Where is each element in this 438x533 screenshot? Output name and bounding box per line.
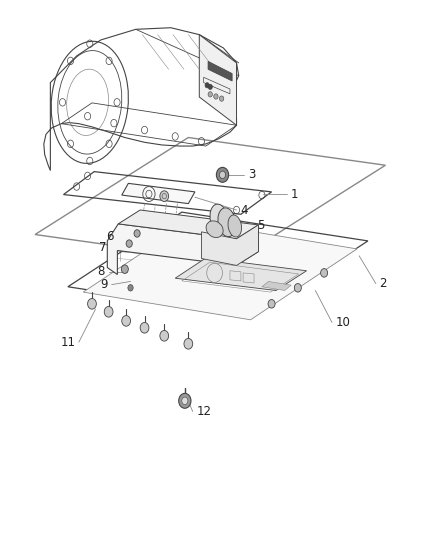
Circle shape	[126, 240, 132, 247]
Circle shape	[179, 393, 191, 408]
Text: 7: 7	[99, 241, 107, 254]
Circle shape	[294, 284, 301, 292]
Text: 8: 8	[98, 265, 105, 278]
Circle shape	[208, 84, 212, 90]
Text: 5: 5	[257, 220, 264, 232]
Text: 3: 3	[248, 168, 255, 181]
Circle shape	[160, 191, 169, 201]
Ellipse shape	[218, 208, 236, 237]
Polygon shape	[107, 224, 258, 274]
Polygon shape	[83, 221, 357, 320]
Circle shape	[219, 171, 226, 179]
Text: 4: 4	[240, 204, 247, 216]
Circle shape	[128, 285, 133, 291]
Text: 10: 10	[336, 316, 350, 329]
Circle shape	[216, 167, 229, 182]
Text: 12: 12	[196, 405, 211, 418]
Text: 1: 1	[290, 188, 298, 200]
Polygon shape	[118, 210, 258, 239]
Ellipse shape	[228, 215, 241, 237]
Polygon shape	[262, 281, 291, 290]
Circle shape	[104, 306, 113, 317]
Ellipse shape	[206, 221, 223, 238]
Ellipse shape	[210, 204, 228, 233]
Polygon shape	[175, 258, 307, 290]
Circle shape	[219, 96, 224, 101]
Circle shape	[214, 94, 218, 99]
Text: 9: 9	[101, 278, 108, 291]
Circle shape	[268, 300, 275, 308]
Text: 2: 2	[379, 277, 387, 290]
Circle shape	[121, 265, 128, 273]
Circle shape	[321, 269, 328, 277]
Circle shape	[160, 330, 169, 341]
Circle shape	[122, 316, 131, 326]
Circle shape	[134, 230, 140, 237]
Polygon shape	[201, 225, 258, 265]
Circle shape	[208, 92, 212, 97]
Circle shape	[182, 397, 188, 405]
Circle shape	[140, 322, 149, 333]
Text: 6: 6	[106, 230, 114, 243]
Polygon shape	[122, 183, 195, 204]
Text: 11: 11	[60, 336, 75, 349]
Polygon shape	[208, 61, 232, 81]
Circle shape	[184, 338, 193, 349]
Circle shape	[88, 298, 96, 309]
Polygon shape	[199, 35, 237, 125]
Circle shape	[205, 83, 209, 88]
